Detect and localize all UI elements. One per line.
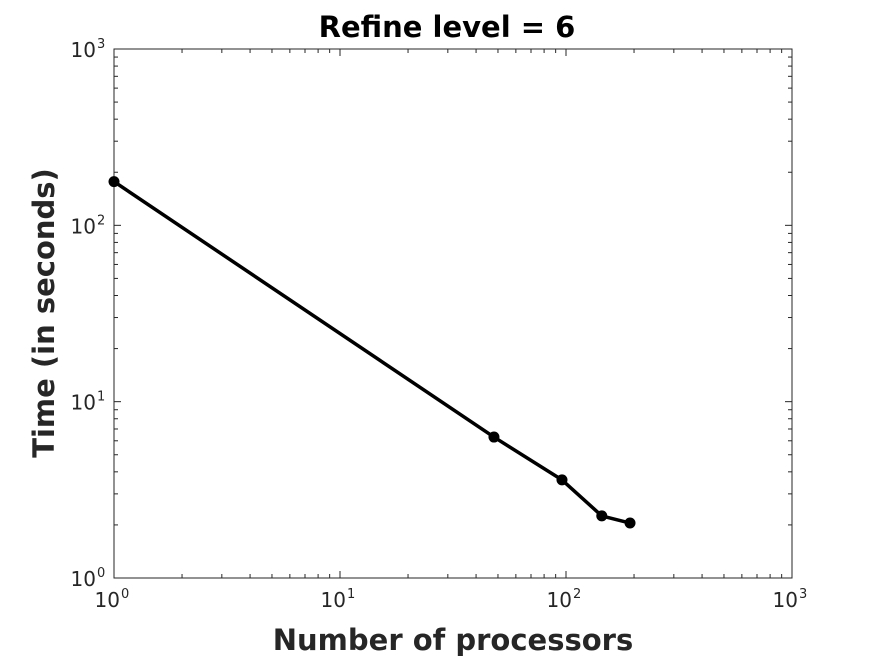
minor-ticks (114, 49, 792, 578)
x-tick-base: 10 (547, 588, 572, 612)
y-tick-label: 10 0 (71, 566, 106, 591)
y-tick-exponent: 3 (97, 37, 105, 52)
y-tick-exponent: 2 (97, 213, 105, 228)
plot-background (114, 49, 792, 578)
x-axis-label: Number of processors (273, 623, 633, 656)
chart-title: Refine level = 6 (319, 10, 576, 44)
y-tick-exponent: 1 (97, 390, 105, 405)
x-tick-exponent: 0 (121, 587, 129, 602)
x-tick-base: 10 (773, 588, 798, 612)
x-tick-exponent: 1 (347, 587, 355, 602)
y-axis-label: Time (in seconds) (27, 168, 61, 458)
x-tick-exponent: 3 (799, 587, 807, 602)
x-tick-base: 10 (321, 588, 346, 612)
y-tick-base: 10 (71, 391, 96, 415)
data-point (488, 431, 500, 443)
y-tick-base: 10 (71, 567, 96, 591)
plot-frame (113, 48, 793, 579)
x-tick-label: 10 1 (321, 587, 356, 612)
tick-labels: 10 0 10 1 10 2 10 310 010 110 210 3 (71, 37, 808, 612)
x-tick-base: 10 (95, 588, 120, 612)
y-tick-label: 10 2 (71, 213, 106, 238)
y-tick-base: 10 (71, 38, 96, 62)
y-tick-label: 10 1 (71, 390, 106, 415)
x-tick-exponent: 2 (573, 587, 581, 602)
x-tick-label: 10 0 (95, 587, 130, 612)
y-tick-base: 10 (71, 214, 96, 238)
data-point (556, 474, 568, 486)
x-tick-label: 10 2 (547, 587, 582, 612)
data-point (624, 517, 636, 529)
data-point (596, 510, 608, 522)
series-layer (108, 176, 636, 529)
y-tick-exponent: 0 (97, 566, 105, 581)
data-point (108, 176, 120, 188)
y-tick-label: 10 3 (71, 37, 106, 62)
x-tick-label: 10 3 (773, 587, 808, 612)
